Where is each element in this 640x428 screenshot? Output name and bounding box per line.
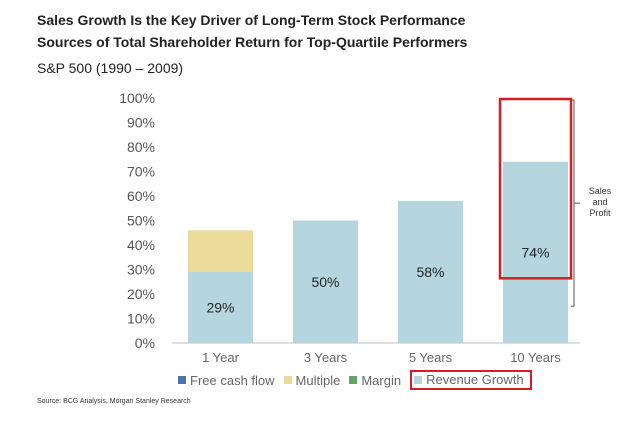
x-tick-label: 1 Year xyxy=(202,350,240,365)
bar-segment-revenue-growth xyxy=(293,220,358,343)
data-label: 29% xyxy=(206,299,234,315)
x-tick-label: 3 Years xyxy=(304,350,348,365)
chart-title-secondary: Sources of Total Shareholder Return for … xyxy=(37,34,468,50)
y-tick-label: 90% xyxy=(127,115,155,131)
legend-swatch-multiple xyxy=(283,376,292,384)
legend-label-free-cash-flow: Free cash flow xyxy=(190,372,275,388)
legend-item-revenue-growth: Revenue Growth xyxy=(410,370,532,390)
legend-label-revenue-growth: Revenue Growth xyxy=(426,372,524,387)
bar-segment-revenue-growth xyxy=(503,161,568,343)
highlight-box xyxy=(498,97,573,280)
y-tick-label: 100% xyxy=(119,90,155,106)
y-tick-label: 10% xyxy=(127,311,155,327)
legend-item-margin: Margin xyxy=(349,373,401,388)
data-label: 74% xyxy=(521,244,549,260)
legend-swatch-revenue-growth xyxy=(414,375,423,384)
chart-subtitle: S&P 500 (1990 – 2009) xyxy=(37,60,184,76)
y-tick-label: 50% xyxy=(127,213,155,229)
legend-label-margin: Margin xyxy=(361,372,402,388)
x-tick-label: 5 Years xyxy=(409,350,453,365)
bar-segment-revenue-growth xyxy=(398,200,463,343)
annotation-text: Sales xyxy=(589,186,612,196)
stacked-bar-chart: 0%10%20%30%40%50%60%70%80%90%100%12%46%1… xyxy=(119,90,612,365)
annotation-text: Profit xyxy=(589,208,611,218)
legend-swatch-free-cash-flow xyxy=(178,376,186,384)
y-tick-label: 40% xyxy=(127,237,155,253)
x-tick-label: 10 Years xyxy=(510,350,561,365)
data-label: 50% xyxy=(311,274,339,290)
y-tick-label: 80% xyxy=(127,139,155,155)
y-tick-label: 20% xyxy=(127,286,155,302)
y-tick-label: 0% xyxy=(135,335,155,351)
chart-title: Sales Growth Is the Key Driver of Long-T… xyxy=(37,12,466,28)
source-note: Source: BCG Analysis, Morgan Stanley Res… xyxy=(37,398,191,405)
data-label: 58% xyxy=(416,264,444,280)
legend-swatch-margin xyxy=(349,376,358,384)
legend-item-multiple: Multiple xyxy=(283,372,341,388)
y-tick-label: 60% xyxy=(127,188,155,204)
annotation-text: and xyxy=(592,197,607,207)
bar-segment-revenue-growth xyxy=(188,271,253,343)
legend-label-multiple: Multiple xyxy=(295,372,341,388)
y-tick-label: 70% xyxy=(127,164,155,180)
chart-legend: Free cash flow Multiple Margin Revenue G… xyxy=(178,370,532,390)
y-tick-label: 30% xyxy=(127,262,155,278)
legend-item-free-cash-flow: Free cash flow xyxy=(178,373,275,388)
